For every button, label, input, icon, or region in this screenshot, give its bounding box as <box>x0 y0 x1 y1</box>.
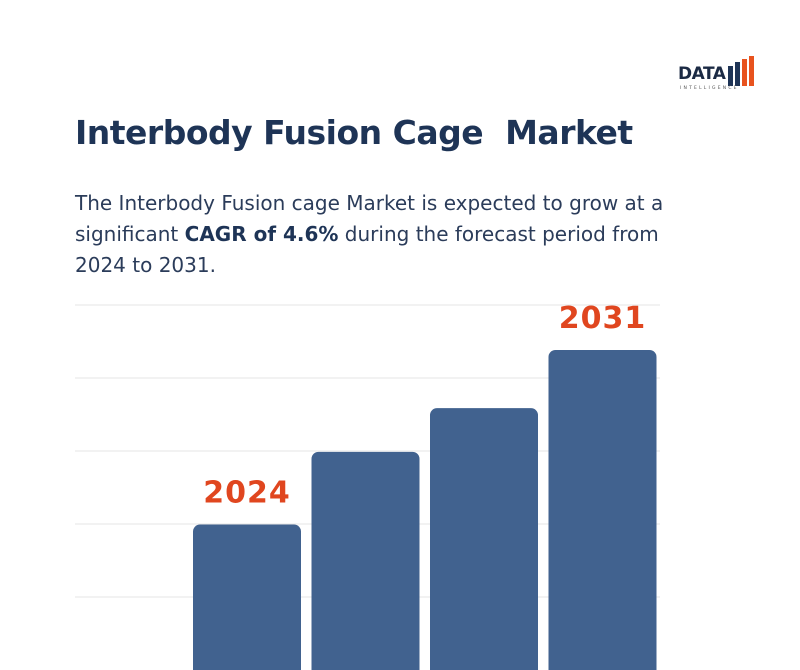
bar-4 <box>548 350 657 670</box>
logo-bars-icon <box>728 56 754 86</box>
page-title: Interbody Fusion Cage Market <box>75 113 633 152</box>
bar-3 <box>430 408 538 670</box>
bar-label-4: 2031 <box>559 301 647 336</box>
bar-1 <box>193 524 301 670</box>
data-intelligence-logo: DATA INTELLIGENCE <box>678 56 758 96</box>
cagr-highlight: CAGR of 4.6% <box>184 222 339 246</box>
description-text-1: The Interbody Fusion cage Market is expe… <box>75 191 664 246</box>
bar-2 <box>311 451 420 670</box>
market-growth-bar-chart: 2024 2031 <box>75 301 660 670</box>
description-text-2: during the forecast period from 2024 to … <box>75 222 659 277</box>
logo-wordmark: DATA <box>678 64 726 84</box>
bar-label-1: 2024 <box>203 476 291 511</box>
logo-tagline: INTELLIGENCE <box>680 86 739 91</box>
market-description: The Interbody Fusion cage Market is expe… <box>75 188 715 281</box>
